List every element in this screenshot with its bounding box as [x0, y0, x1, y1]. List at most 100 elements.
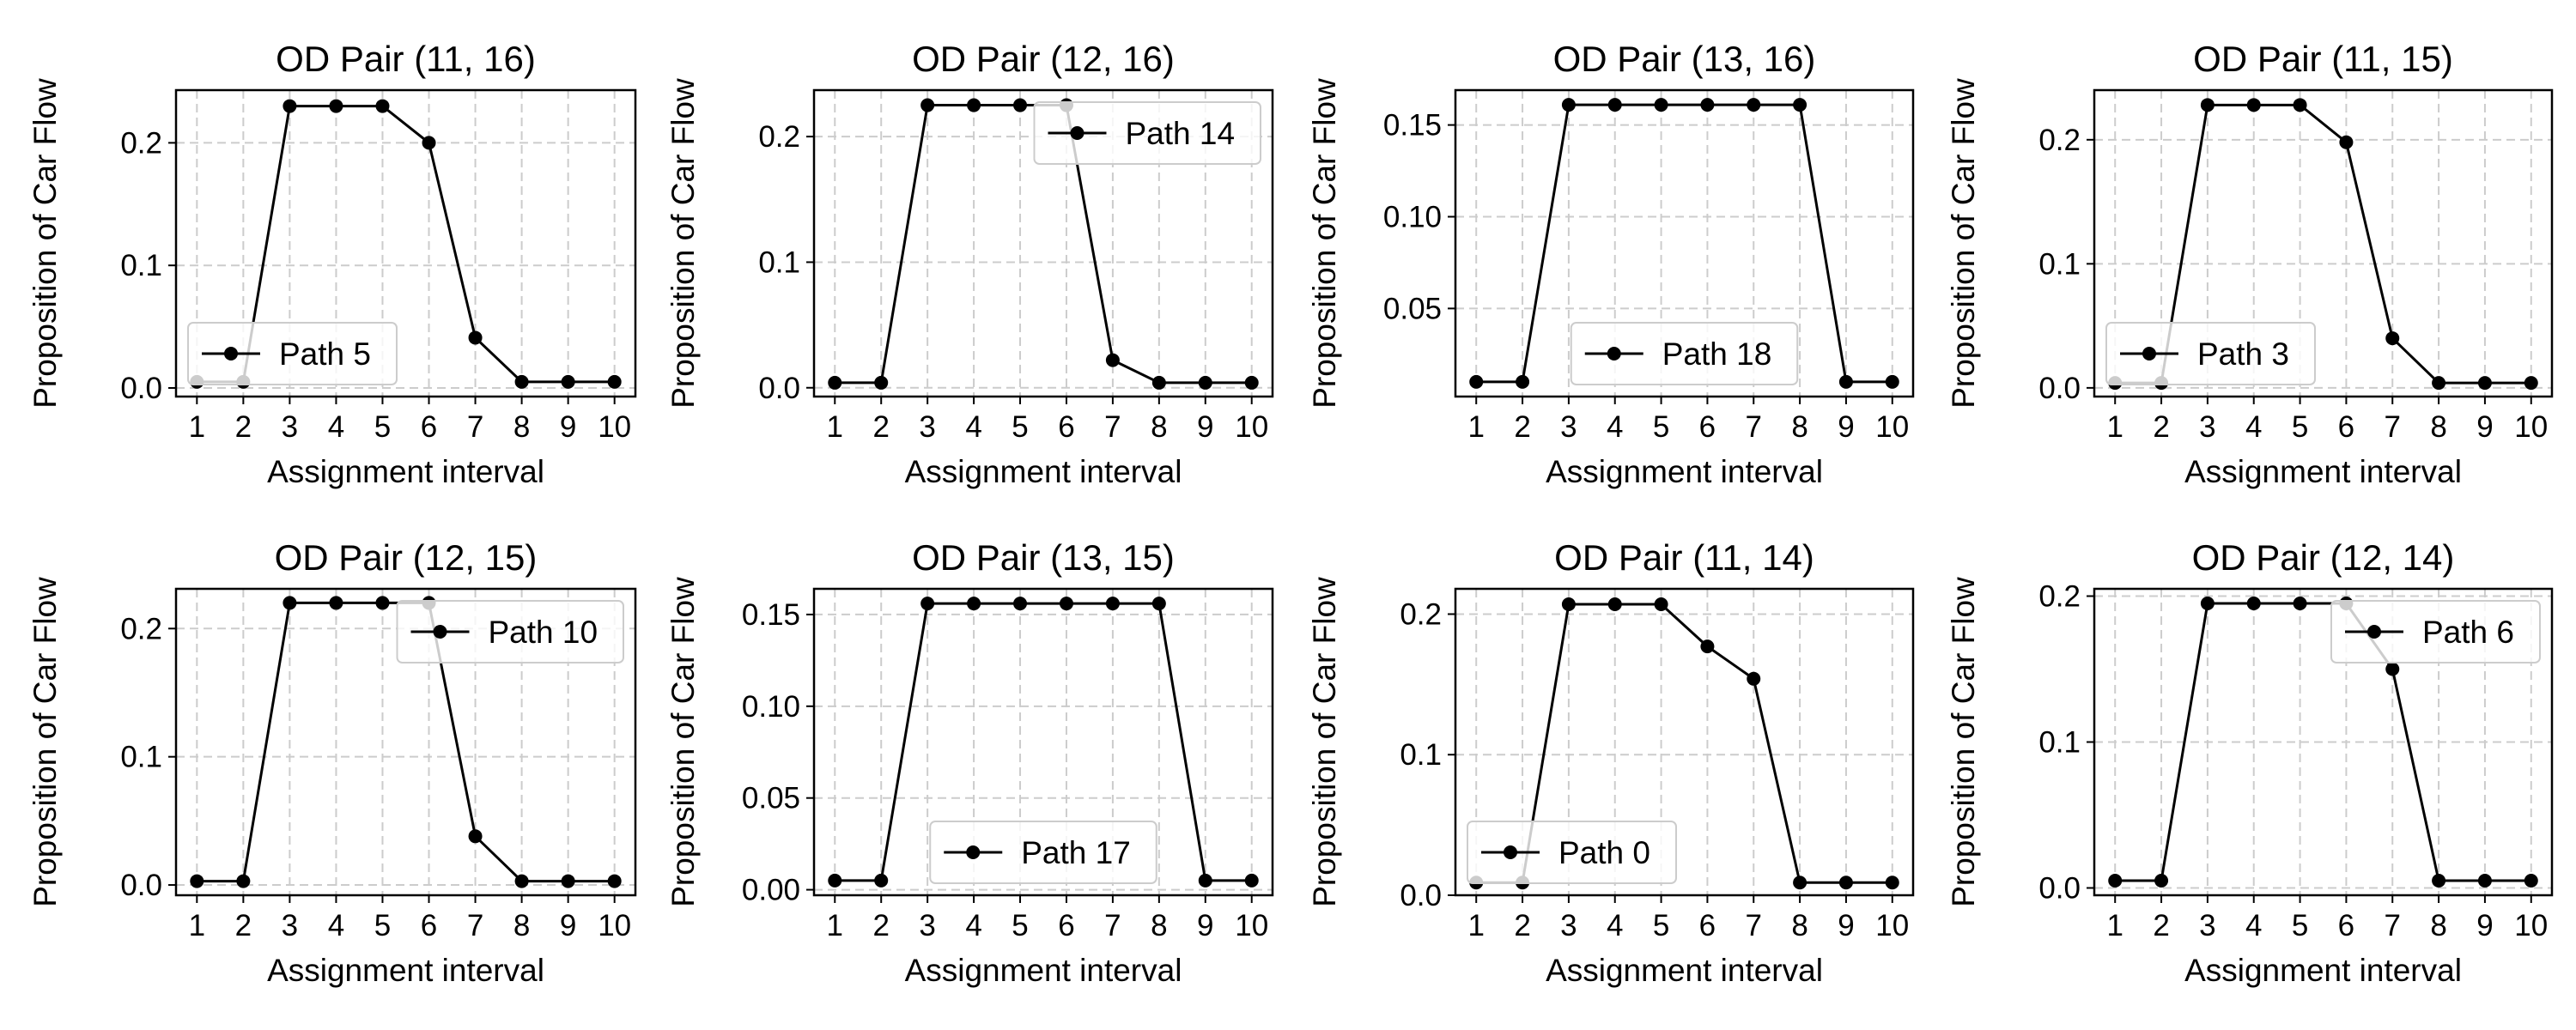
chart-1-ytick-label-2: 0.2 — [120, 126, 162, 160]
chart-1-point-5 — [375, 99, 390, 113]
chart-6-point-7 — [1105, 597, 1120, 611]
chart-5-point-9 — [561, 874, 575, 888]
chart-8-xtick-label-2: 2 — [2153, 909, 2169, 942]
chart-2-legend-label: Path 14 — [1126, 116, 1236, 151]
chart-4-xtick-label-10: 10 — [2514, 410, 2548, 444]
chart-6-point-2 — [874, 873, 889, 888]
chart-1-xtick-label-7: 7 — [467, 410, 483, 444]
chart-1-ytick-label-1: 0.1 — [120, 249, 162, 282]
chart-8-xtick-label-9: 9 — [2476, 909, 2493, 942]
chart-7-xtick-label-6: 6 — [1699, 909, 1716, 942]
chart-4-legend-label: Path 3 — [2197, 336, 2289, 372]
chart-3-point-8 — [1793, 98, 1807, 112]
chart-8-ytick-label-0: 0.0 — [2038, 872, 2081, 906]
chart-4-ytick-label-1: 0.1 — [2038, 247, 2081, 281]
chart-4-ytick-label-0: 0.0 — [2038, 372, 2081, 405]
chart-2-legend: Path 14 — [1033, 101, 1261, 165]
chart-2-xtick-label-7: 7 — [1104, 410, 1121, 444]
chart-6-ytick-label-0: 0.00 — [742, 874, 800, 907]
chart-2-point-10 — [1244, 375, 1259, 390]
chart-5-xtick-label-1: 1 — [189, 909, 205, 942]
chart-1-xlabel: Assignment interval — [267, 454, 544, 489]
chart-7-point-6 — [1700, 639, 1715, 654]
chart-3-point-3 — [1561, 98, 1576, 112]
chart-6-frame — [812, 587, 1274, 897]
chart-7-xlabel: Assignment interval — [1546, 953, 1823, 988]
chart-1-ylabel: Proposition of Car Flow — [27, 78, 63, 409]
chart-2-point-2 — [874, 375, 889, 390]
chart-4-xtick-label-7: 7 — [2385, 410, 2401, 444]
chart-8-legend-label: Path 6 — [2422, 615, 2514, 650]
chart-4-series-1-line — [2115, 103, 2531, 385]
chart-2-xtick-label-1: 1 — [827, 410, 843, 444]
chart-8-point-10 — [2524, 874, 2538, 888]
chart-7-point-4 — [1607, 597, 1622, 612]
chart-3-ytick-label-1: 0.10 — [1383, 201, 1442, 234]
chart-3-xtick-label-1: 1 — [1467, 410, 1484, 444]
chart-8-frame — [2093, 587, 2554, 897]
chart-5-xtick-label-4: 4 — [328, 909, 344, 942]
chart-4-frame — [2093, 88, 2554, 398]
chart-1-title: OD Pair (11, 16) — [276, 39, 536, 79]
chart-2-ytick-label-2: 0.2 — [758, 120, 800, 154]
chart-3-point-10 — [1885, 374, 1899, 389]
chart-6-xtick-label-5: 5 — [1012, 909, 1028, 942]
chart-6-point-1 — [828, 873, 842, 888]
chart-8-point-7 — [2385, 662, 2400, 676]
chart-8-point-3 — [2200, 597, 2215, 610]
chart-5-xtick-label-3: 3 — [282, 909, 298, 942]
chart-2-ytick-label-1: 0.1 — [758, 245, 800, 279]
chart-5-title: OD Pair (12, 15) — [275, 537, 538, 578]
chart-4-point-6 — [2339, 135, 2354, 149]
chart-7-xtick-label-3: 3 — [1560, 909, 1577, 942]
chart-5-xtick-label-9: 9 — [560, 909, 576, 942]
chart-3-xtick-label-2: 2 — [1514, 410, 1530, 444]
chart-3-xtick-label-10: 10 — [1875, 410, 1909, 444]
chart-8: 1 2 3 4 5 6 7 8 9 10 0.0 0.1 0.2 OD Pair (12, 14) Assi… — [1946, 537, 2554, 988]
chart-2-xtick-label-3: 3 — [919, 410, 935, 444]
chart-5-xtick-label-8: 8 — [513, 909, 530, 942]
chart-4-point-4 — [2246, 98, 2261, 112]
chart-4-point-8 — [2432, 376, 2446, 391]
chart-7-legend: Path 0 — [1467, 821, 1677, 884]
chart-8-point-5 — [2293, 597, 2307, 610]
chart-7-xtick-label-8: 8 — [1791, 909, 1807, 942]
chart-2-point-7 — [1105, 353, 1120, 367]
chart-6-xtick-label-7: 7 — [1104, 909, 1121, 942]
chart-2-ylabel: Proposition of Car Flow — [665, 78, 701, 409]
chart-4-xtick-label-3: 3 — [2199, 410, 2215, 444]
chart-6-series-1-line — [835, 602, 1252, 882]
chart-5-point-4 — [329, 596, 343, 610]
chart-5-point-1 — [190, 874, 204, 888]
chart-5-point-5 — [375, 596, 390, 610]
chart-7-legend-marker — [1504, 845, 1517, 859]
chart-2-xtick-label-9: 9 — [1197, 410, 1213, 444]
chart-6-point-9 — [1198, 873, 1212, 888]
chart-1-point-8 — [514, 374, 529, 389]
chart-7-xtick-label-5: 5 — [1653, 909, 1669, 942]
chart-6-point-8 — [1151, 597, 1166, 611]
chart-4-xtick-label-8: 8 — [2430, 410, 2446, 444]
chart-7-ytick-label-1: 0.1 — [1400, 738, 1442, 772]
chart-8-legend-marker — [2367, 625, 2381, 639]
chart-5-legend-box — [396, 600, 624, 663]
chart-1-legend-label: Path 5 — [279, 336, 371, 372]
chart-4-xtick-label-2: 2 — [2153, 410, 2169, 444]
chart-5-point-10 — [607, 874, 622, 888]
chart-6-point-3 — [920, 597, 935, 611]
chart-3-legend: Path 18 — [1570, 322, 1799, 385]
chart-5-point-7 — [468, 829, 483, 844]
chart-2-point-8 — [1151, 375, 1166, 390]
chart-3-xtick-label-9: 9 — [1838, 410, 1854, 444]
chart-2-point-4 — [967, 98, 981, 112]
chart-1-legend: Path 5 — [187, 322, 398, 385]
chart-2-frame — [812, 88, 1274, 398]
chart-3-xlabel: Assignment interval — [1546, 454, 1823, 489]
chart-5-xtick-label-7: 7 — [467, 909, 483, 942]
chart-6-title: OD Pair (13, 15) — [912, 537, 1175, 578]
chart-8-point-4 — [2246, 597, 2261, 610]
chart-3-xtick-label-4: 4 — [1607, 410, 1623, 444]
chart-5-legend-label: Path 10 — [489, 615, 598, 650]
chart-2-xtick-label-6: 6 — [1058, 410, 1074, 444]
